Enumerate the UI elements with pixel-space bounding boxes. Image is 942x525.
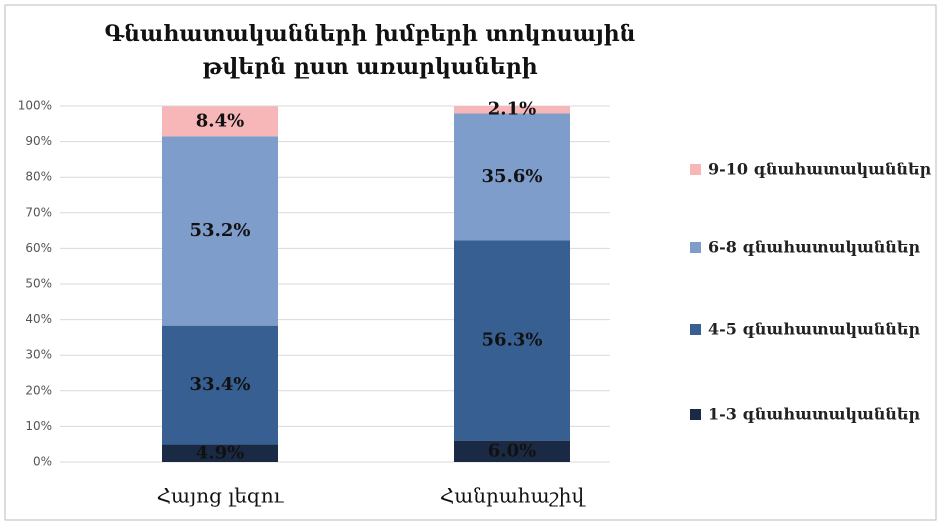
bar-segment — [454, 106, 570, 114]
value-label: 6.0% — [488, 440, 536, 461]
y-tick-label: 80% — [25, 170, 52, 184]
value-label: 33.4% — [190, 374, 251, 395]
bar-segment — [162, 136, 278, 326]
y-tick-label: 0% — [33, 455, 52, 469]
value-label: 56.3% — [482, 329, 543, 350]
legend-label: 9-10 գնահատականներ — [708, 160, 932, 179]
x-tick-label: Հանրահաշիվ — [440, 484, 587, 508]
value-label: 8.4% — [196, 110, 244, 131]
bar-segment — [454, 240, 570, 441]
bar-segment — [454, 113, 570, 241]
legend-swatch — [690, 324, 701, 335]
value-label: 2.1% — [488, 99, 536, 120]
y-tick-label: 90% — [25, 134, 52, 148]
y-tick-label: 60% — [25, 241, 52, 255]
y-tick-label: 30% — [25, 348, 52, 362]
bar-segment — [162, 106, 278, 137]
y-tick-label: 50% — [25, 277, 52, 291]
value-label: 53.2% — [190, 220, 251, 241]
legend-label: 4-5 գնահատականներ — [708, 320, 921, 339]
y-tick-label: 20% — [25, 383, 52, 397]
y-tick-label: 40% — [25, 312, 52, 326]
legend-label: 6-8 գնահատականներ — [708, 238, 921, 257]
bar-segment — [162, 444, 278, 462]
chart-title: Գնահատականների խմբերի տոկոսային թվերն ըս… — [104, 21, 636, 80]
legend-swatch — [690, 164, 701, 175]
legend-swatch — [690, 242, 701, 253]
bar-segment — [162, 325, 278, 445]
y-tick-label: 70% — [25, 205, 52, 219]
legend-swatch — [690, 409, 701, 420]
y-tick-label: 100% — [18, 99, 52, 113]
x-tick-label: Հայոց լեզու — [157, 484, 285, 508]
legend-label: 1-3 գնահատականներ — [708, 405, 921, 424]
y-tick-label: 10% — [25, 419, 52, 433]
value-label: 4.9% — [196, 442, 244, 463]
value-label: 35.6% — [482, 166, 543, 187]
bar-segment — [454, 440, 570, 462]
